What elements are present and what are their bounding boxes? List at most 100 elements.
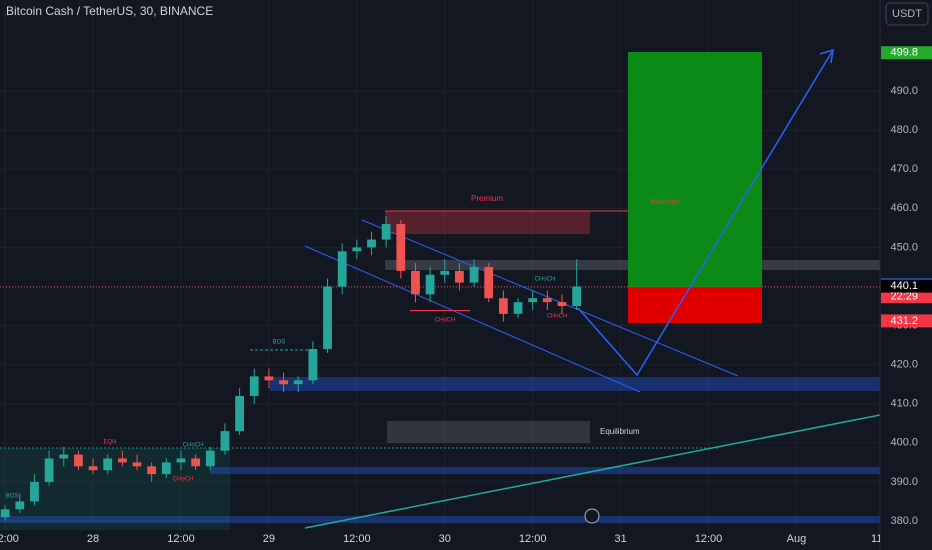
price-tag-label: 431.2 — [890, 315, 918, 327]
price-tag — [881, 279, 932, 293]
candle-body — [396, 223, 406, 271]
currency-button[interactable] — [885, 2, 929, 26]
candle-body — [337, 251, 347, 287]
x-tick-label: 12:00 — [167, 533, 195, 545]
candle-body — [191, 458, 201, 467]
candle-body — [264, 376, 274, 381]
candle-body — [30, 481, 39, 502]
annotation: Premium — [471, 194, 503, 203]
candle-body — [59, 454, 69, 459]
candle-body — [205, 450, 215, 467]
candle-body — [455, 270, 464, 283]
projection-arrow — [577, 49, 834, 377]
candle-body — [557, 302, 567, 307]
y-tick-label: 480.0 — [890, 124, 918, 136]
price-tag — [881, 314, 932, 328]
annotation: Equilibrium — [600, 427, 640, 436]
candle-body — [323, 286, 332, 350]
price-tag-label: 499.8 — [890, 47, 918, 59]
candle-body — [15, 501, 25, 510]
x-tick-label: 31 — [614, 533, 626, 545]
candle-body — [88, 466, 98, 471]
candle-body — [279, 380, 288, 385]
candle-body — [103, 458, 113, 471]
annotation: CHoCH — [183, 443, 204, 449]
x-tick-label: Aug — [787, 533, 807, 545]
y-tick-label: 470.0 — [890, 163, 918, 175]
annotation: EQH — [103, 440, 116, 446]
x-tick-label: 28 — [87, 533, 99, 545]
x-tick-label: 12:00 — [343, 533, 371, 545]
chart-title: Bitcoin Cash / TetherUS, 30, BINANCE — [6, 4, 213, 18]
x-tick-label: 12:00 — [695, 533, 723, 545]
zone — [210, 467, 880, 474]
y-tick-label: 380.0 — [890, 515, 918, 527]
stop-box — [628, 287, 762, 323]
x-tick-label: 29 — [263, 533, 275, 545]
y-tick-label: 490.0 — [890, 85, 918, 97]
countdown: 22:29 — [890, 291, 918, 303]
channel-line — [304, 245, 641, 393]
y-tick-label: 400.0 — [890, 437, 918, 449]
x-axis: 12:00 28 12:00 29 12:00 30 12:00 31 12:00 Aug 11:0… — [0, 533, 898, 545]
candle-body — [352, 247, 362, 252]
candle-body — [367, 239, 376, 248]
candle-body — [0, 509, 10, 518]
zone — [270, 377, 880, 391]
y-tick-label: 420.0 — [890, 359, 918, 371]
premium-zone — [385, 211, 590, 234]
zone — [0, 516, 880, 523]
candle-body — [411, 270, 420, 295]
x-tick-label: 30 — [439, 533, 451, 545]
y-tick-label: 390.0 — [890, 476, 918, 488]
target-box — [628, 52, 762, 287]
annotation: Weak High — [650, 200, 679, 206]
candle-body — [542, 298, 552, 303]
candle-body — [572, 286, 582, 307]
equilibrium-zone — [387, 421, 590, 443]
annotation: CHoCH — [535, 277, 556, 283]
candle-body — [176, 458, 186, 463]
candle-body — [308, 349, 318, 381]
arrow-head — [819, 48, 834, 64]
candle-body — [220, 431, 230, 451]
candle-body — [161, 462, 171, 475]
candle-body — [425, 274, 435, 295]
price-tag — [881, 46, 932, 60]
candle-body — [249, 376, 259, 396]
candle-body — [74, 454, 83, 467]
candle-body — [440, 270, 450, 275]
y-tick-label: 410.0 — [890, 398, 918, 410]
y-tick-label: 450.0 — [890, 241, 918, 253]
x-tick-label: 12:00 — [519, 533, 547, 545]
candle-body — [44, 458, 54, 482]
candle-body — [147, 466, 157, 475]
annotation: CHoCH — [435, 318, 456, 324]
annotation: BOS — [6, 494, 19, 500]
candle-body — [117, 458, 127, 463]
candle-body — [293, 380, 303, 385]
trend-line — [304, 414, 881, 529]
x-tick-label: 12:00 — [0, 533, 19, 545]
price-tag-label: 440.1 — [890, 280, 918, 292]
x-tick-label: 11:00 — [871, 533, 898, 545]
candle-body — [469, 266, 479, 283]
y-tick-label: 460.0 — [890, 202, 918, 214]
candle-body — [528, 298, 538, 303]
annotation: BOS — [273, 340, 286, 346]
y-axis-panel — [880, 0, 932, 550]
level-line — [410, 310, 470, 311]
event-icon[interactable] — [584, 508, 600, 524]
candle-body — [484, 266, 494, 299]
currency-label[interactable]: USDT — [892, 8, 922, 20]
annotation: CHoCH — [547, 314, 568, 320]
candle-body — [513, 302, 523, 314]
candle-body — [235, 395, 244, 432]
candle-body — [498, 298, 508, 314]
annotation: CHoCH — [173, 477, 194, 483]
candle-body — [381, 223, 391, 240]
drawings — [0, 48, 881, 530]
channel-line — [361, 219, 739, 377]
